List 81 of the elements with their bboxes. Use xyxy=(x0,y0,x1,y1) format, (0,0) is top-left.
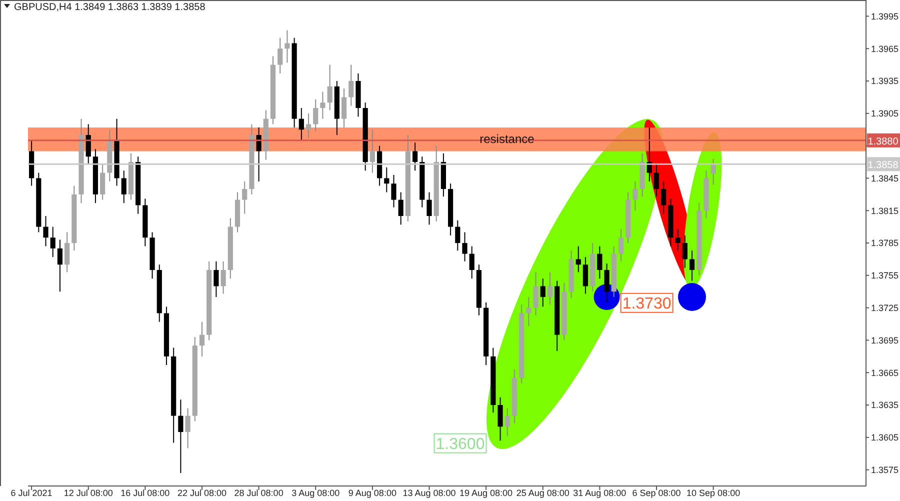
y-tick-label: 1.3575 xyxy=(871,464,899,475)
candlestick xyxy=(661,180,666,214)
candlestick xyxy=(391,174,396,208)
y-tick-label: 1.3785 xyxy=(871,238,899,248)
x-tick-label: 10 Sep 08:00 xyxy=(686,488,740,498)
y-tick-label: 1.3995 xyxy=(871,11,899,22)
candlestick xyxy=(341,88,347,128)
ref-line-label: 1.3880 xyxy=(868,136,899,148)
candlestick xyxy=(348,64,354,106)
candlestick xyxy=(654,164,660,198)
y-tick-label: 1.3905 xyxy=(871,108,899,119)
candlestick xyxy=(710,158,716,186)
candlestick xyxy=(298,108,304,141)
candlestick xyxy=(597,246,602,280)
candlestick xyxy=(498,396,503,442)
x-tick-label: 12 Jul 08:00 xyxy=(64,488,113,498)
candlestick xyxy=(214,260,219,298)
candlestick xyxy=(540,278,546,308)
candlestick xyxy=(178,399,184,474)
y-tick-label: 1.3695 xyxy=(871,335,899,346)
band-label: resistance xyxy=(480,132,535,146)
candlestick xyxy=(398,192,404,226)
y-tick-label: 1.3815 xyxy=(871,206,899,216)
y-tick-label: 1.3635 xyxy=(871,400,899,410)
candlestick xyxy=(313,98,318,132)
x-tick-label: 9 Aug 08:00 xyxy=(348,488,396,498)
y-tick-label: 1.3755 xyxy=(871,270,899,281)
candlestick xyxy=(426,192,432,226)
candlestick xyxy=(675,228,680,252)
candlestick xyxy=(57,239,63,292)
x-tick-label: 6 Jul 2021 xyxy=(10,488,52,498)
x-tick-label: 6 Sep 08:00 xyxy=(632,488,681,498)
candlestick xyxy=(689,250,695,282)
candlestick xyxy=(320,91,326,120)
candlestick xyxy=(50,226,56,258)
candlestick xyxy=(306,112,312,139)
candlestick xyxy=(682,234,688,268)
y-tick-label: 1.3605 xyxy=(871,432,899,443)
candlestick xyxy=(469,246,474,280)
candlestick xyxy=(526,296,532,327)
candlestick xyxy=(327,64,332,111)
candlestick xyxy=(582,256,588,294)
x-tick-label: 16 Jul 08:00 xyxy=(120,488,170,498)
y-tick-label: 1.3965 xyxy=(871,44,899,54)
y-tick-label: 1.3845 xyxy=(871,173,899,184)
x-tick-label: 13 Aug 08:00 xyxy=(402,488,456,498)
candlestick xyxy=(278,37,283,74)
x-tick-label: 31 Aug 08:00 xyxy=(573,488,626,498)
candlestick xyxy=(100,164,106,200)
x-tick-label: 28 Jul 08:00 xyxy=(234,488,284,498)
candlestick xyxy=(604,263,610,303)
y-tick-label: 1.3725 xyxy=(871,302,899,313)
x-tick-label: 22 Jul 08:00 xyxy=(177,488,227,498)
y-tick-label: 1.3935 xyxy=(871,76,899,86)
candlestick xyxy=(504,408,510,437)
candlestick xyxy=(185,408,190,449)
candlestick xyxy=(576,246,581,273)
candlestick xyxy=(242,180,248,214)
x-tick-label: 19 Aug 08:00 xyxy=(460,488,513,498)
annotation: 1.3730 xyxy=(622,295,672,312)
candlestick xyxy=(370,129,375,174)
x-tick-label: 25 Aug 08:00 xyxy=(516,488,570,498)
candlestick xyxy=(86,124,91,165)
candlestick xyxy=(547,272,553,306)
candlestick xyxy=(43,216,48,247)
x-tick-label: 3 Aug 08:00 xyxy=(292,488,340,498)
candlestick xyxy=(199,321,205,357)
y-tick-label: 1.3665 xyxy=(871,368,899,378)
candlestick xyxy=(284,30,290,64)
chart-title: GBPUSD,H4 1.3849 1.3863 1.3839 1.3858 xyxy=(14,2,206,13)
annotation: 1.3600 xyxy=(436,436,485,453)
candlestick xyxy=(455,220,460,252)
candlestick xyxy=(618,228,624,262)
candlestick xyxy=(220,260,226,294)
candlestick xyxy=(533,272,538,316)
candlestick xyxy=(64,232,70,273)
candlestick xyxy=(632,180,638,212)
candlestick xyxy=(462,232,468,262)
candlestick xyxy=(412,142,418,172)
candlestick xyxy=(384,166,390,193)
candlestick xyxy=(121,170,126,204)
